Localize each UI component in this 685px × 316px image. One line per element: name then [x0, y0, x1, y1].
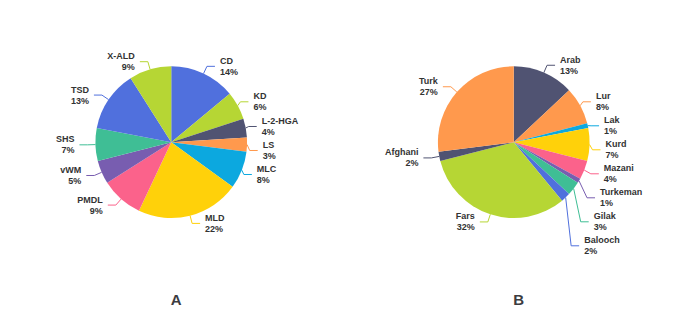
svg-text:Turkeman: Turkeman	[600, 187, 642, 197]
svg-text:PMDL: PMDL	[77, 195, 103, 205]
svg-text:32%: 32%	[457, 222, 475, 232]
svg-text:9%: 9%	[90, 206, 103, 216]
svg-text:Balooch: Balooch	[584, 235, 620, 245]
svg-text:5%: 5%	[68, 176, 81, 186]
svg-text:MLC: MLC	[257, 164, 277, 174]
svg-text:KD: KD	[253, 91, 266, 101]
svg-text:TSD: TSD	[71, 85, 90, 95]
svg-text:Fars: Fars	[456, 211, 475, 221]
svg-text:13%: 13%	[560, 66, 578, 76]
svg-text:B: B	[513, 291, 524, 308]
svg-text:Mazani: Mazani	[604, 163, 634, 173]
svg-text:CD: CD	[220, 56, 233, 66]
svg-text:1%: 1%	[604, 126, 617, 136]
svg-text:27%: 27%	[420, 87, 438, 97]
svg-text:SHS: SHS	[56, 134, 75, 144]
svg-text:Lur: Lur	[596, 91, 611, 101]
svg-text:MLD: MLD	[205, 213, 225, 223]
svg-text:LS: LS	[263, 140, 275, 150]
svg-text:8%: 8%	[257, 175, 270, 185]
svg-text:Afghani: Afghani	[385, 147, 419, 157]
svg-text:2%: 2%	[584, 246, 597, 256]
svg-text:X-ALD: X-ALD	[107, 51, 135, 61]
svg-text:Turk: Turk	[419, 76, 439, 86]
svg-text:1%: 1%	[600, 198, 613, 208]
svg-text:A: A	[171, 291, 182, 308]
svg-text:6%: 6%	[253, 102, 266, 112]
svg-text:vWM: vWM	[60, 165, 81, 175]
svg-text:4%: 4%	[262, 127, 275, 137]
svg-text:L-2-HGA: L-2-HGA	[262, 116, 299, 126]
svg-text:13%: 13%	[71, 96, 89, 106]
svg-text:14%: 14%	[220, 67, 238, 77]
svg-text:3%: 3%	[263, 151, 276, 161]
svg-text:Lak: Lak	[604, 115, 621, 125]
svg-text:9%: 9%	[122, 62, 135, 72]
svg-text:Kurd: Kurd	[605, 139, 626, 149]
svg-text:22%: 22%	[205, 224, 223, 234]
svg-text:8%: 8%	[596, 102, 609, 112]
svg-text:Gilak: Gilak	[594, 211, 617, 221]
svg-text:4%: 4%	[604, 174, 617, 184]
svg-text:Arab: Arab	[560, 55, 581, 65]
svg-text:3%: 3%	[594, 222, 607, 232]
svg-text:7%: 7%	[605, 150, 618, 160]
svg-text:7%: 7%	[61, 145, 74, 155]
svg-text:2%: 2%	[405, 158, 418, 168]
